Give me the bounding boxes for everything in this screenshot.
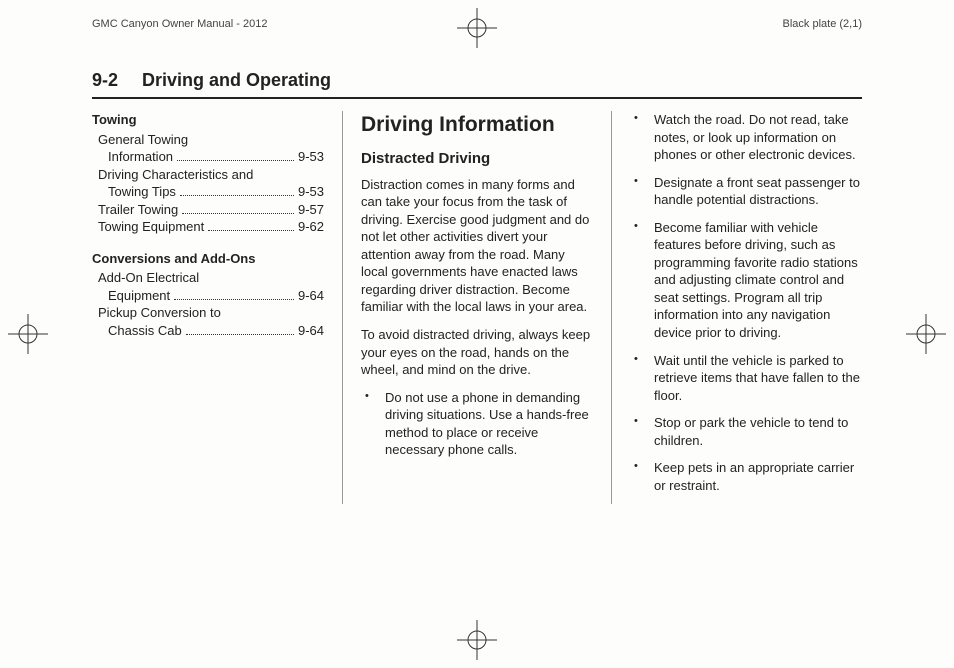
plate-info: Black plate (2,1)	[783, 18, 862, 30]
toc-entry: Trailer Towing9-57	[92, 201, 324, 219]
bullet-item: Do not use a phone in demanding driving …	[361, 389, 593, 459]
bullet-item: Stop or park the vehicle to tend to chil…	[630, 414, 862, 449]
manual-title: GMC Canyon Owner Manual - 2012	[92, 18, 267, 30]
column-continued: Watch the road. Do not read, take notes,…	[611, 111, 862, 504]
section-heading: Driving Information	[361, 111, 593, 139]
column-toc: Towing General TowingInformation9-53Drivi…	[92, 111, 324, 504]
registration-mark-left	[8, 314, 48, 354]
bullet-list: Watch the road. Do not read, take notes,…	[630, 111, 862, 494]
toc-heading: Conversions and Add-Ons	[92, 250, 324, 268]
bullet-item: Become familiar with vehicle features be…	[630, 219, 862, 342]
chapter-title: Driving and Operating	[142, 70, 331, 91]
toc-entry: General Towing	[92, 131, 324, 149]
toc-entry: Towing Equipment9-62	[92, 218, 324, 236]
paragraph: To avoid distracted driving, always keep…	[361, 326, 593, 379]
bullet-item: Watch the road. Do not read, take notes,…	[630, 111, 862, 164]
toc-entry: Driving Characteristics and	[92, 166, 324, 184]
bullet-list: Do not use a phone in demanding driving …	[361, 389, 593, 459]
toc-entry: Add-On Electrical	[92, 269, 324, 287]
registration-mark-top	[457, 8, 497, 48]
bullet-item: Wait until the vehicle is parked to retr…	[630, 352, 862, 405]
toc-entry-cont: Information9-53	[92, 148, 324, 166]
page-number: 9-2	[92, 70, 118, 91]
toc-heading: Towing	[92, 111, 324, 129]
subsection-heading: Distracted Driving	[361, 149, 593, 169]
paragraph: Distraction comes in many forms and can …	[361, 176, 593, 316]
page-header: 9-2 Driving and Operating	[92, 70, 862, 99]
bullet-item: Designate a front seat passenger to hand…	[630, 174, 862, 209]
toc-entry-cont: Equipment9-64	[92, 287, 324, 305]
column-main: Driving Information Distracted Driving D…	[342, 111, 593, 504]
registration-mark-right	[906, 314, 946, 354]
page-content: 9-2 Driving and Operating Towing General …	[92, 70, 862, 628]
toc-entry: Pickup Conversion to	[92, 304, 324, 322]
toc-entry-cont: Towing Tips9-53	[92, 183, 324, 201]
bullet-item: Keep pets in an appropriate carrier or r…	[630, 459, 862, 494]
toc-entry-cont: Chassis Cab9-64	[92, 322, 324, 340]
